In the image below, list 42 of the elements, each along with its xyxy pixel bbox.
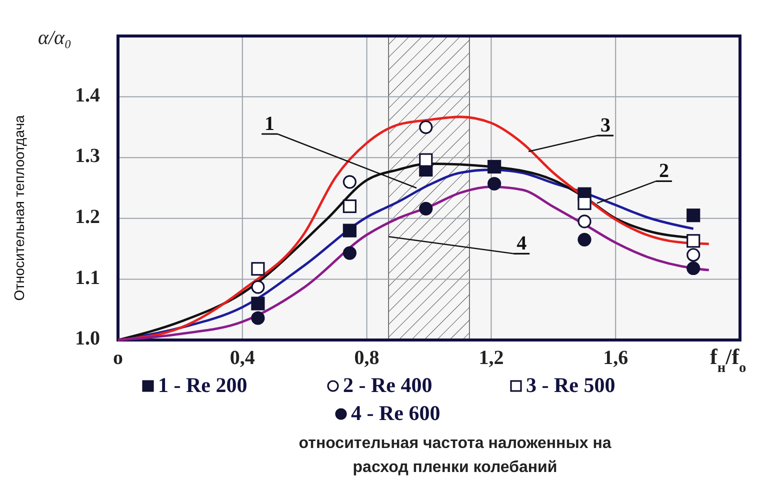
point — [578, 196, 592, 210]
point — [342, 224, 356, 238]
legend-label: 1 - Re 200 — [158, 373, 248, 397]
annotation: 1 — [264, 113, 275, 135]
x-tick-label: 1,2 — [478, 347, 504, 369]
annotation: 3 — [600, 114, 611, 137]
point — [342, 199, 356, 214]
y-tick-label: 1.4 — [75, 84, 100, 106]
y-tick-label: 1.1 — [75, 266, 100, 289]
point — [488, 176, 502, 191]
annotation: 2 — [658, 160, 669, 182]
legend-label: 4 - Re 600 — [351, 401, 440, 425]
text: α/α₀ — [38, 27, 72, 49]
x-axis-title: относительная частота наложенных на расход пленки колебаний — [298, 435, 612, 476]
point — [251, 262, 265, 276]
annotation: 4 — [516, 232, 527, 255]
point — [251, 296, 265, 310]
point — [342, 175, 356, 189]
x-tick-label: o — [113, 347, 123, 369]
y-tick-label: 1.3 — [75, 145, 100, 168]
point — [251, 311, 265, 325]
x-tick-label: 1,6 — [603, 347, 628, 369]
legend-label: 2 - Re 400 — [343, 373, 432, 397]
point — [251, 280, 265, 294]
x-tick-label: 0,4 — [230, 347, 255, 369]
point — [419, 202, 433, 216]
point — [419, 153, 433, 167]
point — [578, 232, 592, 246]
y-tick-label: 1.2 — [75, 206, 100, 228]
point — [488, 160, 502, 174]
point — [686, 234, 700, 248]
text: f$_{н}$/f$_{о}$ — [710, 344, 746, 376]
x-tick-label: 0,8 — [354, 347, 380, 369]
point — [686, 248, 700, 262]
y-axis-title: Относительная теплоотдача — [11, 115, 27, 301]
point — [686, 261, 700, 276]
legend-label: 3 - Re 500 — [526, 373, 616, 397]
point — [686, 208, 700, 222]
point — [419, 120, 433, 134]
point — [578, 214, 592, 228]
y-tick-label: 1.0 — [75, 328, 100, 350]
point — [342, 246, 356, 260]
